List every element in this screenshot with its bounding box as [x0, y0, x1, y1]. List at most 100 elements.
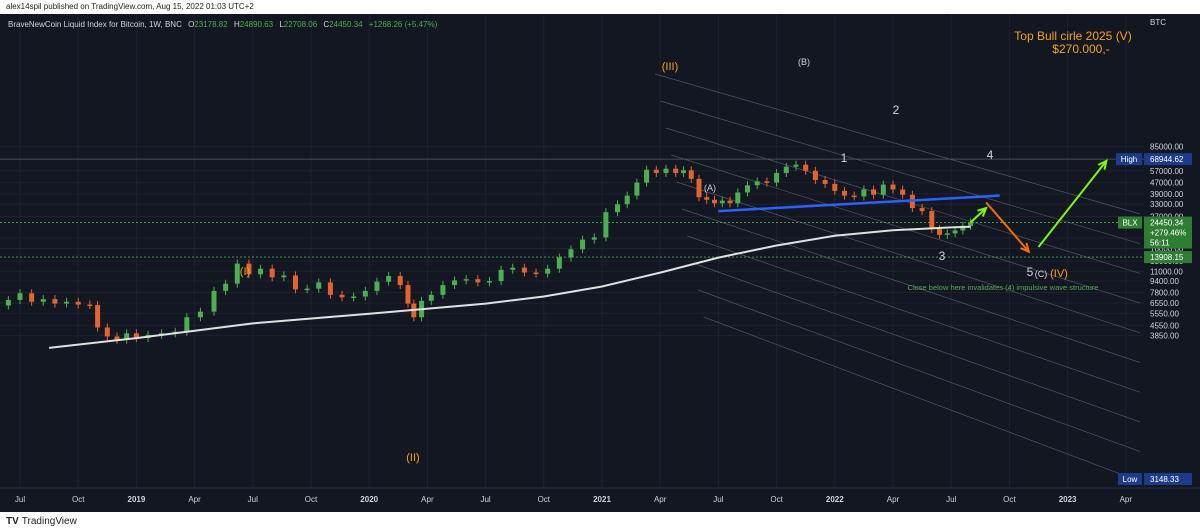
candle-body: [374, 281, 380, 291]
time-tick-label: Jul: [248, 495, 258, 504]
overlay-lines: [48, 159, 1108, 349]
time-tick-label: 2021: [593, 495, 611, 504]
chart-canvas[interactable]: (I) (II) (III) (IV) (A) (B) (C) 1 2 3 4 …: [0, 14, 1200, 512]
candle-body: [754, 181, 760, 186]
price-tick-label: 5550.00: [1150, 309, 1179, 318]
candle-body: [510, 267, 516, 270]
candle-body: [351, 296, 357, 299]
time-tick-label: Jul: [713, 495, 723, 504]
candle-body: [281, 275, 287, 278]
time-tick-label: Apr: [421, 495, 434, 504]
candle-body: [624, 195, 630, 205]
candle-body: [197, 311, 203, 318]
legend-line: BraveNewCoin Liquid Index for Bitcoin, 1…: [8, 20, 438, 29]
projection-down-arrow-head: [1020, 242, 1031, 254]
candle-body: [545, 268, 551, 274]
channel-line: [692, 262, 1141, 423]
time-tick-label: Apr: [1120, 495, 1133, 504]
high-tag-label: High: [1121, 155, 1137, 164]
high-tag-label-box: [1116, 153, 1142, 166]
candle-body: [246, 263, 252, 275]
legend-close-label: C: [323, 20, 329, 29]
price-tick-label: 7800.00: [1150, 288, 1179, 297]
wave-2-label: 2: [893, 103, 900, 117]
time-tick-label: 2023: [1059, 495, 1077, 504]
candle-body: [327, 282, 333, 295]
price-tick-label: 16000.00: [1150, 245, 1184, 254]
level-tag-box: [1144, 251, 1192, 264]
candle-body: [774, 172, 780, 183]
price-tick-label: 6550.00: [1150, 299, 1179, 308]
legend-low-label: L: [279, 20, 284, 29]
candle-body: [745, 185, 750, 193]
legend-open: 23178.82: [194, 20, 228, 29]
candle-body: [184, 317, 190, 332]
candle-body: [793, 164, 799, 167]
price-tick-label: 47000.00: [1150, 179, 1184, 188]
candle-body: [316, 282, 322, 289]
projection-up-long-arrow: [1037, 160, 1108, 248]
candle-body: [812, 170, 818, 181]
candle-body: [712, 199, 718, 204]
legend-change: +1268.26 (+5.47%): [369, 20, 438, 29]
candle-body: [851, 195, 857, 198]
wave-I-label: (I): [240, 266, 250, 278]
high-tag-value: 68944.62: [1150, 155, 1184, 164]
trendline: [718, 194, 1000, 213]
candle-body: [124, 333, 130, 340]
candle-body: [486, 281, 492, 283]
candle-body: [17, 293, 23, 300]
wave-IV-label: (IV): [1050, 268, 1068, 280]
candle-body: [304, 288, 310, 291]
footer-brand: TradingView: [21, 516, 77, 527]
legend-close: 24450.34: [329, 20, 363, 29]
time-axis[interactable]: Jul Oct 2019 Apr Jul Oct 2020 Apr Jul Oct 2021 Apr J…: [0, 487, 1200, 504]
candle-body: [75, 301, 81, 305]
chart-legend: BraveNewCoin Liquid Index for Bitcoin, 1…: [8, 20, 438, 29]
chart-area[interactable]: (I) (II) (III) (IV) (A) (B) (C) 1 2 3 4 …: [0, 14, 1200, 512]
target-price: $270.000,-: [1052, 42, 1109, 56]
low-tag-value: 3148.33: [1150, 475, 1179, 484]
time-tick-label: Apr: [654, 495, 667, 504]
wave-A-label: (A): [704, 183, 716, 193]
candle-body: [900, 189, 906, 195]
candle-body: [114, 336, 120, 340]
price-axis[interactable]: BTC 85000.0069000.0057000.0047000.003900…: [1150, 18, 1184, 341]
current-tag-change: +279.46%: [1150, 229, 1186, 238]
candle-body: [929, 211, 935, 230]
current-tag-countdown: 56:11: [1150, 239, 1170, 248]
legend-low: 22708.06: [284, 20, 318, 29]
time-tick-label: Apr: [188, 495, 201, 504]
legend-high-label: H: [234, 20, 240, 29]
candle-body: [568, 249, 574, 258]
published-text: alex14spil published on TradingView.com,…: [6, 2, 254, 11]
price-tick-label: 3850.00: [1150, 332, 1179, 341]
candle-body: [680, 170, 686, 173]
wave-4-label: 4: [987, 148, 994, 162]
candle-body: [944, 233, 950, 235]
candle-body: [803, 164, 809, 171]
candle-body: [5, 299, 11, 306]
channel-line: [681, 208, 1141, 363]
price-tick-label: 11000.00: [1150, 267, 1183, 276]
channel-line: [703, 316, 1141, 482]
time-tick-label: Oct: [1003, 495, 1016, 504]
candle-body: [362, 290, 368, 297]
low-tag-label-box: [1118, 473, 1142, 485]
candle-body: [475, 279, 481, 283]
wave-B-label: (B): [798, 57, 810, 67]
candle-body: [580, 239, 586, 250]
footer: TV TradingView: [0, 512, 1200, 532]
wave-1-label: 1: [841, 151, 848, 165]
candle-body: [521, 267, 527, 273]
time-tick-label: Oct: [305, 495, 318, 504]
candle-body: [719, 200, 725, 204]
time-tick-label: Jul: [15, 495, 25, 504]
tradingview-logo-icon: TV: [6, 516, 19, 527]
candle-body: [764, 181, 770, 183]
time-tick-label: Jul: [480, 495, 490, 504]
candle-body: [87, 304, 93, 307]
current-tag-box: [1144, 216, 1192, 249]
candle-body: [428, 294, 434, 301]
candle-body: [937, 229, 943, 235]
